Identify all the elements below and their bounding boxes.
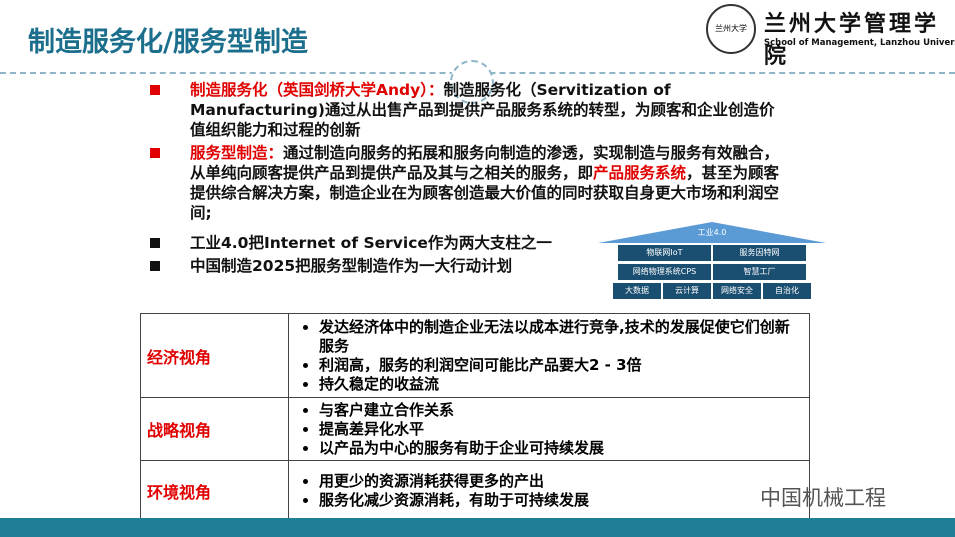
table-row: 环境视角用更少的资源消耗获得更多的产出服务化减少资源消耗，有助于可持续发展 (140, 460, 810, 522)
item: 服务化减少资源消耗，有助于可持续发展 (319, 491, 803, 510)
bullet: 中国制造2025把服务型制造作为一大行动计划 (148, 256, 788, 276)
bullet-text: 中国制造2025把服务型制造作为一大行动计划 (190, 257, 513, 275)
bullet-text: 通过制造向服务的拓展和服务向制造的渗透，实现制造与服务有效融合，从单纯向顾客提供… (190, 144, 780, 182)
diagram-cell: 云计算 (662, 282, 712, 300)
bullet: 工业4.0把Internet of Service作为两大支柱之一 (148, 233, 788, 253)
diagram-cell: 智慧工厂 (712, 263, 807, 281)
diagram-cell: 网络物理系统CPS (617, 263, 712, 281)
diagram-cell: 网络安全 (712, 282, 762, 300)
logo: 兰州大学 兰州大学管理学院 School of Management, Lanz… (706, 4, 955, 69)
bullet-text: 制造服务化（Servitization of Manufacturing)通过从… (190, 81, 775, 139)
bullet-text: 工业4.0把Internet of Service作为两大支柱之一 (190, 234, 552, 252)
item-list: 发达经济体中的制造企业无法以成本进行竞争,技术的发展促使它们创新服务利润高，服务… (295, 318, 803, 394)
item-list: 与客户建立合作关系提高差异化水平以产品为中心的服务有助于企业可持续发展 (295, 401, 803, 458)
row-items: 用更少的资源消耗获得更多的产出服务化减少资源消耗，有助于可持续发展 (288, 460, 810, 522)
footer-bar (0, 518, 955, 537)
item-list: 用更少的资源消耗获得更多的产出服务化减少资源消耗，有助于可持续发展 (295, 472, 803, 510)
bullet-text: 服务型制造： (190, 144, 284, 162)
logo-cn: 兰州大学管理学院 (764, 11, 940, 69)
roof (598, 222, 826, 243)
diagram-cell: 服务因特网 (712, 244, 807, 262)
item: 发达经济体中的制造企业无法以成本进行竞争,技术的发展促使它们创新服务 (319, 318, 803, 356)
bullet-marker (150, 148, 160, 158)
bullet-text: 制造服务化（英国剑桥大学Andy）： (190, 81, 444, 99)
bullet: 服务型制造：通过制造向服务的拓展和服务向制造的渗透，实现制造与服务有效融合，从单… (148, 143, 788, 223)
row-items: 与客户建立合作关系提高差异化水平以产品为中心的服务有助于企业可持续发展 (288, 397, 810, 461)
row-items: 发达经济体中的制造企业无法以成本进行竞争,技术的发展促使它们创新服务利润高，服务… (288, 313, 810, 398)
item: 与客户建立合作关系 (319, 401, 803, 420)
diagram: 工业4.0 物联网IoT 服务因特网 网络物理系统CPS 智慧工厂大数据 云计算 网络安全自… (598, 222, 826, 302)
bullet-list: 制造服务化（英国剑桥大学Andy）：制造服务化（Servitization of… (148, 80, 788, 279)
emblem: 兰州大学 (706, 4, 756, 54)
bullet-text: 产品服务系统 (593, 164, 687, 182)
item: 利润高，服务的利润空间可能比产品要大2 - 3倍 (319, 356, 803, 375)
table-row: 战略视角与客户建立合作关系提高差异化水平以产品为中心的服务有助于企业可持续发展 (140, 397, 810, 461)
row-label: 战略视角 (140, 397, 289, 461)
item: 用更少的资源消耗获得更多的产出 (319, 472, 803, 491)
logo-en: School of Management, Lanzhou University (764, 38, 955, 48)
diagram-cell: 大数据 (612, 282, 662, 300)
item: 以产品为中心的服务有助于企业可持续发展 (319, 439, 803, 458)
watermark: 中国机械工程 (760, 486, 886, 510)
item: 持久稳定的收益流 (319, 375, 803, 394)
bullet-marker (150, 85, 160, 95)
table-row: 经济视角发达经济体中的制造企业无法以成本进行竞争,技术的发展促使它们创新服务利润… (140, 313, 810, 398)
item: 提高差异化水平 (319, 420, 803, 439)
diagram-cell: 自治化 (762, 282, 812, 300)
table: 经济视角发达经济体中的制造企业无法以成本进行竞争,技术的发展促使它们创新服务利润… (140, 313, 810, 522)
title: 制造服务化/服务型制造 (28, 27, 308, 58)
diagram-cell: 物联网IoT (617, 244, 712, 262)
divider-circle (450, 60, 494, 104)
bullet-marker (150, 261, 160, 271)
bullet-text: ，甚至为顾客提供综合解决方案，制造企业在为顾客创造最大价值的同时获取自身更大市场… (190, 164, 780, 222)
row-label: 经济视角 (140, 313, 289, 398)
bullet-marker (150, 238, 160, 248)
bullet: 制造服务化（英国剑桥大学Andy）：制造服务化（Servitization of… (148, 80, 788, 140)
roof-label: 工业4.0 (697, 228, 727, 237)
row-label: 环境视角 (140, 460, 289, 522)
